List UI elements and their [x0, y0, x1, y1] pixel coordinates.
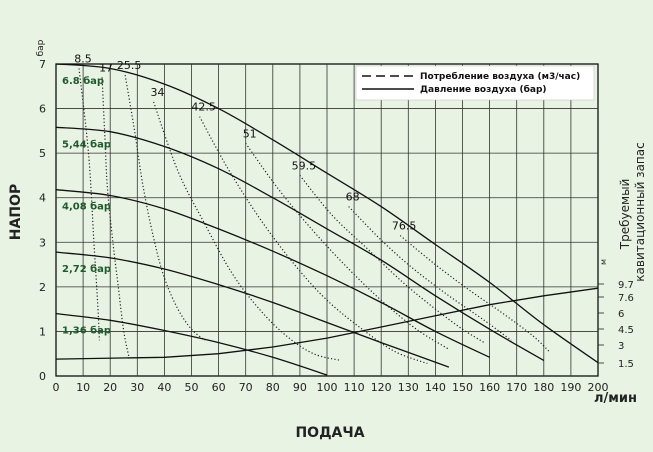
- x-tick-label: 130: [398, 381, 419, 394]
- x-tick-label: 80: [266, 381, 280, 394]
- x-tick-label: 0: [53, 381, 60, 394]
- air-consumption-curve: [101, 77, 130, 359]
- y-tick-label: 0: [39, 370, 46, 383]
- x-tick-label: 10: [76, 381, 90, 394]
- x-tick-label: 150: [452, 381, 473, 394]
- x-tick-label: 190: [560, 381, 581, 394]
- x-tick-label: 100: [317, 381, 338, 394]
- air-consumption-labels: 8.5 17 25.5 34 42.5 51 59.5 68 76.5: [74, 52, 416, 232]
- air-pressure-curve: [55, 189, 490, 358]
- x-tick-label: 170: [506, 381, 527, 394]
- air-consumption-label: 8.5: [74, 52, 92, 65]
- right-tick-label: 4.5: [618, 325, 634, 336]
- air-consumption-label: 17: [99, 61, 113, 74]
- x-tick-label: 200: [588, 381, 609, 394]
- air-consumption-curve: [299, 175, 485, 344]
- legend-air-consumption: Потребление воздуха (м3/час): [420, 71, 580, 82]
- y-tick-label: 5: [39, 147, 46, 160]
- x-tick-label: 40: [157, 381, 171, 394]
- x-tick-label: 60: [212, 381, 226, 394]
- x-tick-label: 180: [533, 381, 554, 394]
- npsh-curve-group: [55, 287, 599, 360]
- y-axis-unit: бар: [36, 39, 46, 56]
- air-consumption-label: 68: [346, 191, 360, 204]
- air-consumption-curves: [78, 68, 550, 365]
- right-tick-label: 3: [618, 341, 624, 352]
- air-consumption-curve: [199, 116, 428, 365]
- y-axis-title: НАПОР: [8, 184, 24, 240]
- npsh-curve: [55, 287, 599, 360]
- x-axis-unit: л/мин: [594, 391, 637, 406]
- y-tick-label: 1: [39, 325, 46, 338]
- x-tick-label: 70: [239, 381, 253, 394]
- air-consumption-label: 42.5: [191, 101, 216, 114]
- air-consumption-label: 51: [243, 127, 257, 140]
- right-tick-label: 7.6: [618, 293, 634, 304]
- pressure-label: 2,72 бар: [62, 263, 111, 275]
- x-tick-label: 90: [293, 381, 307, 394]
- air-consumption-curve: [78, 68, 100, 341]
- pressure-label: 4,08 бар: [62, 201, 111, 213]
- air-pressure-curve: [55, 126, 545, 361]
- right-axis-ticks: 1.5 3 4.5 6 7.6 9.7: [598, 280, 634, 370]
- air-pressure-curve: [55, 312, 328, 376]
- pressure-labels: 6.8 бар 5,44 бар 4,08 бар 2,72 бар 1,36 бар: [62, 75, 111, 337]
- y-tick-label: 2: [39, 281, 46, 294]
- right-axis-title-line2: кавитационный запас: [633, 142, 647, 281]
- pressure-label: 5,44 бар: [62, 138, 111, 150]
- legend-air-pressure: Давление воздуха (бар): [420, 84, 547, 95]
- x-tick-label: 140: [425, 381, 446, 394]
- x-tick-label: 120: [371, 381, 392, 394]
- air-consumption-curve: [124, 74, 206, 341]
- air-pressure-curves: [55, 63, 599, 376]
- x-axis-ticks: 0 10 20 30 40 50 60 70 80 90 100 110 120 130 140 150 160…: [53, 381, 609, 394]
- air-pressure-curve: [55, 251, 450, 368]
- y-tick-label: 3: [39, 236, 46, 249]
- pressure-label: 1,36 бар: [62, 325, 111, 337]
- air-consumption-label: 25.5: [117, 59, 142, 72]
- y-axis-ticks: 0 1 2 3 4 5 6 7: [39, 58, 46, 383]
- pressure-label: 6.8 бар: [62, 75, 104, 87]
- right-tick-label: 6: [618, 309, 624, 320]
- air-consumption-label: 76.5: [392, 220, 417, 233]
- air-pressure-curve: [55, 63, 599, 364]
- right-tick-label: 1.5: [618, 359, 634, 370]
- air-consumption-label: 59.5: [292, 159, 317, 172]
- x-tick-label: 30: [130, 381, 144, 394]
- air-consumption-curve: [399, 235, 550, 352]
- y-tick-label: 6: [39, 103, 46, 116]
- grid: [56, 64, 598, 376]
- right-axis-title-line1: Требуемый: [618, 179, 632, 251]
- x-tick-label: 160: [479, 381, 500, 394]
- x-tick-label: 20: [103, 381, 117, 394]
- y-tick-label: 4: [39, 192, 46, 205]
- x-axis-title: ПОДАЧА: [295, 425, 364, 441]
- legend: Потребление воздуха (м3/час) Давление во…: [355, 65, 595, 101]
- y-tick-label: 7: [39, 58, 46, 71]
- legend-box: [355, 65, 595, 101]
- x-tick-label: 50: [185, 381, 199, 394]
- right-axis-title: Требуемый кавитационный запас: [618, 142, 647, 281]
- x-tick-label: 110: [344, 381, 365, 394]
- right-axis-unit: м: [599, 259, 608, 265]
- air-consumption-curve: [348, 206, 512, 341]
- air-consumption-label: 34: [151, 86, 165, 99]
- right-tick-label: 9.7: [618, 280, 634, 291]
